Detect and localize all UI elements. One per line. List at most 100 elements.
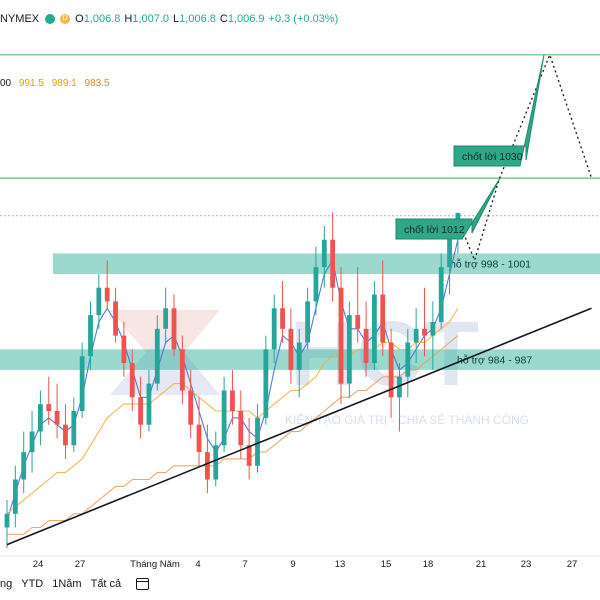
candle <box>438 253 444 329</box>
candle <box>405 328 411 398</box>
candle-body <box>230 390 235 411</box>
watermark-tagline: KIẾN TẠO GIÁ TRỊ - CHIA SẺ THÀNH CÔNG <box>285 412 529 427</box>
candle <box>430 301 436 370</box>
candle <box>146 369 152 432</box>
target-callout-0: chốt lời 1030 <box>453 54 545 167</box>
candle <box>388 328 394 418</box>
x-tick-label: 13 <box>335 559 346 570</box>
candle-body <box>179 349 185 391</box>
candle-body <box>438 267 444 322</box>
candle <box>338 267 344 405</box>
candle <box>330 212 336 302</box>
candle-body <box>63 424 68 446</box>
support-zone-label-1: hỗ trợ 984 - 987 <box>457 354 532 367</box>
market-status-icon <box>45 14 56 24</box>
candle-body <box>380 294 386 343</box>
candle <box>221 376 227 453</box>
hct-logo <box>110 310 220 395</box>
candle-body <box>313 267 319 302</box>
candle <box>21 431 27 494</box>
callout-shape <box>453 54 545 167</box>
candles-layer <box>4 212 461 548</box>
ohlc-low: L1,006.8 <box>173 13 216 25</box>
calendar-icon[interactable] <box>136 578 150 590</box>
candle-body <box>138 397 143 425</box>
candle-body <box>430 321 436 336</box>
candle-body <box>46 404 52 411</box>
x-tick-label: Tháng Năm <box>130 559 180 570</box>
candle-body <box>71 411 77 446</box>
delayed-data-icon[interactable]: D <box>60 14 71 24</box>
candle <box>121 321 127 377</box>
timeframe-ytd[interactable]: YTD <box>21 578 44 590</box>
candle-body <box>188 390 194 425</box>
candle <box>88 301 93 370</box>
x-tick-label: 7 <box>242 559 247 570</box>
ohlc-high-value: 1,007.0 <box>132 13 170 25</box>
support-zone-label-0: hỗ trợ 998 - 1001 <box>450 258 531 271</box>
candle <box>296 328 302 398</box>
candle-body <box>271 308 277 350</box>
candle-body <box>305 301 310 343</box>
candle-body <box>330 239 336 288</box>
timeframe-bar: ng YTD 1Năm Tất cả <box>0 578 158 590</box>
candle-body <box>363 328 369 364</box>
candle <box>163 287 169 343</box>
candle <box>188 369 194 439</box>
candle-body <box>255 417 260 466</box>
candle <box>96 274 102 329</box>
ohlc-low-value: 1,006.8 <box>179 13 216 25</box>
candle <box>355 267 361 343</box>
candle <box>196 397 202 466</box>
ohlc-high: H1,007.0 <box>124 13 169 25</box>
timeframe-all[interactable]: Tất cả <box>90 578 122 590</box>
candle <box>179 335 185 405</box>
timeframe-1y[interactable]: 1Năm <box>52 578 82 590</box>
candle-body <box>21 452 27 480</box>
candle <box>129 349 135 411</box>
candle <box>321 226 327 288</box>
candle-body <box>355 315 361 329</box>
x-tick-label: 21 <box>476 559 487 570</box>
candle-body <box>104 287 110 302</box>
x-tick-label: 23 <box>521 559 532 570</box>
candle-body <box>205 452 210 480</box>
candle <box>288 308 294 384</box>
ohlc-high-label: H <box>124 13 133 25</box>
candle-body <box>397 376 402 398</box>
candle <box>4 500 10 548</box>
candle <box>54 383 60 439</box>
moving-average-legend[interactable]: 00 991.5 989.1 983.5 <box>0 78 115 89</box>
candle-body <box>388 342 394 398</box>
candle-body <box>246 445 252 466</box>
candle <box>363 301 369 377</box>
candle-body <box>121 335 127 364</box>
candle <box>397 363 402 432</box>
candle-body <box>280 308 285 329</box>
candle <box>255 404 260 473</box>
ma-value-2: 989.1 <box>51 78 77 89</box>
ma-value-1: 991.5 <box>18 78 44 89</box>
x-tick-label: 27 <box>567 559 578 570</box>
candle <box>305 287 310 350</box>
target-callout-1: chốt lời 1012 <box>395 177 501 240</box>
candle <box>79 342 85 418</box>
ma-prefix: 00 <box>0 78 12 89</box>
x-axis-layer: 24 27 Tháng Năm 4 7 9 13 15 18 21 23 27 <box>0 555 600 570</box>
candle-body <box>196 424 202 453</box>
candle-body <box>296 342 302 370</box>
candle-body <box>263 349 269 418</box>
candle <box>104 260 110 309</box>
candle-body <box>146 383 152 425</box>
candle <box>230 369 235 425</box>
candle <box>313 246 319 316</box>
candle <box>154 315 160 391</box>
logo-triangle-bottom <box>110 330 220 395</box>
ohlc-open-label: O <box>75 13 84 25</box>
annotations-layer: chốt lời 1030 chốt lời 1012 <box>6 52 593 546</box>
symbol-name[interactable]: NYMEX <box>0 13 40 25</box>
timeframe-partial[interactable]: ng <box>0 578 13 590</box>
candle-body <box>171 308 177 350</box>
candle <box>372 280 377 370</box>
